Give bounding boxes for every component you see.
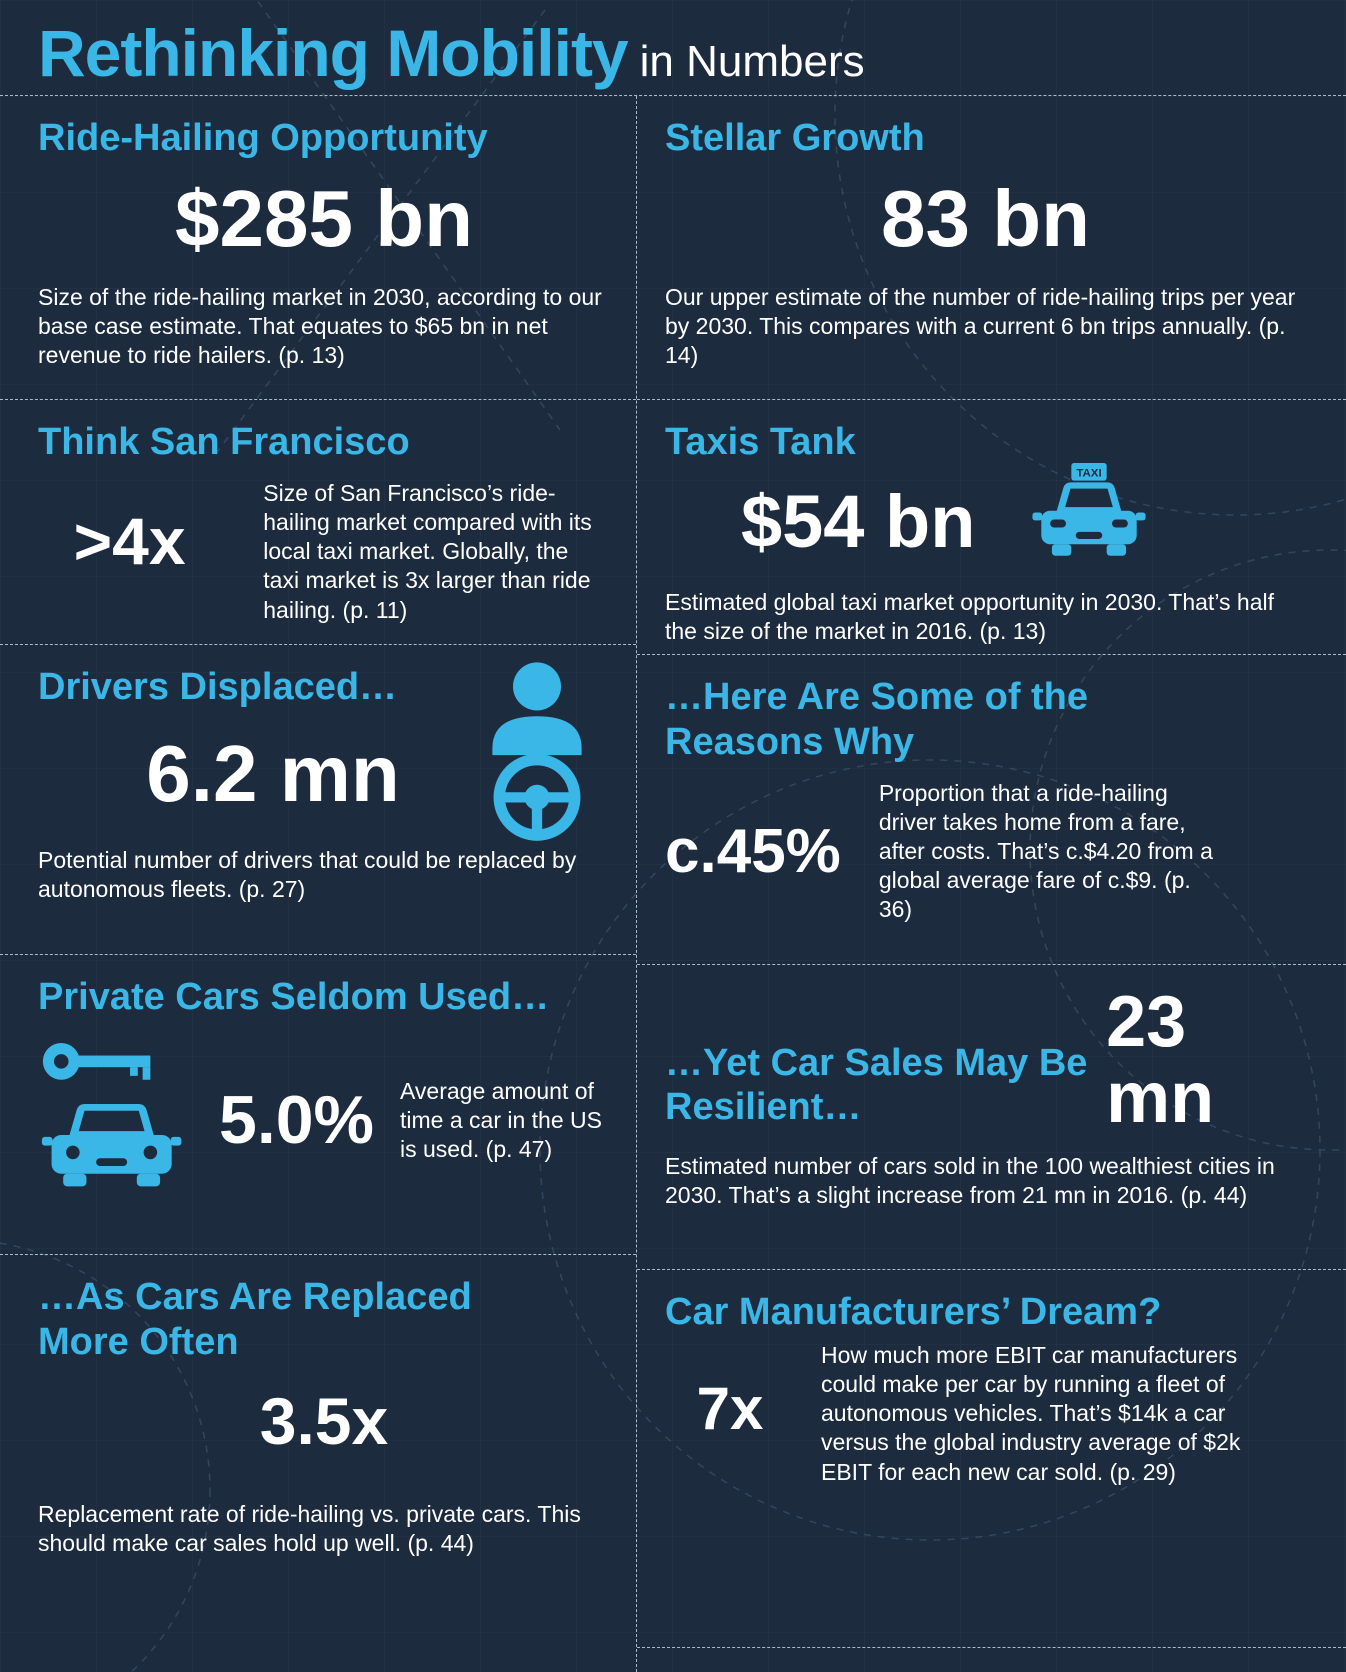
section-heading: Car Manufacturers’ Dream?: [665, 1291, 1162, 1333]
section-think-san-francisco: Think San Francisco >4x Size of San Fran…: [0, 400, 636, 645]
left-column: Ride-Hailing Opportunity $285 bn Size of…: [0, 96, 636, 1672]
section-taxis-tank: Taxis Tank $54 bn TAXI: [637, 400, 1346, 655]
section-heading: …As Cars Are Replaced More Often: [38, 1276, 472, 1363]
section-heading: …Yet Car Sales May Be Resilient…: [665, 1041, 1088, 1129]
stat-value: $285 bn: [175, 173, 473, 263]
stat-description: Estimated number of cars sold in the 100…: [665, 1153, 1275, 1209]
stat-row: 7x How much more EBIT car manufacturers …: [665, 1341, 1306, 1487]
car-key-icon: [38, 1036, 193, 1206]
stat-row: c.45% Proportion that a ride-hailing dri…: [665, 779, 1306, 925]
stat-description: Estimated global taxi market opportunity…: [665, 588, 1274, 645]
stat-description: Average amount of time a car in the US i…: [400, 1078, 602, 1163]
columns: Ride-Hailing Opportunity $285 bn Size of…: [0, 96, 1346, 1672]
page-title: Rethinking Mobility in Numbers: [38, 20, 1308, 98]
stat-row: >4x Size of San Francisco’s ride-hailing…: [38, 479, 610, 625]
right-column: Stellar Growth 83 bn Our upper estimate …: [636, 96, 1346, 1672]
section-ride-hailing-opportunity: Ride-Hailing Opportunity $285 bn Size of…: [0, 96, 636, 400]
section-heading: Drivers Displaced…: [38, 666, 398, 708]
title-accent: Rethinking Mobility: [38, 16, 629, 90]
stat-row: 5.0% Average amount of time a car in the…: [38, 1036, 610, 1206]
driver-icon: [492, 662, 582, 841]
stat-value: 3.5x: [259, 1383, 389, 1458]
taxi-sign-label: TAXI: [1077, 467, 1102, 479]
section-stellar-growth: Stellar Growth 83 bn Our upper estimate …: [637, 96, 1346, 400]
section-cars-replaced-more-often: …As Cars Are Replaced More Often 3.5x Re…: [0, 1255, 636, 1672]
title-subtitle: in Numbers: [639, 37, 865, 86]
section-car-manufacturers-dream: Car Manufacturers’ Dream? 7x How much mo…: [637, 1270, 1346, 1648]
stat-row: …Yet Car Sales May Be Resilient… 23 mn: [665, 984, 1306, 1135]
stat-value: 7x: [696, 1375, 764, 1443]
stat-value: >4x: [73, 503, 186, 578]
section-heading: Taxis Tank: [665, 421, 856, 463]
stat-value: $54 bn: [741, 480, 976, 564]
header: Rethinking Mobility in Numbers: [0, 0, 1346, 96]
section-heading: Think San Francisco: [38, 421, 410, 463]
section-car-sales-resilient: …Yet Car Sales May Be Resilient… 23 mn E…: [637, 965, 1346, 1270]
stat-value: 83 bn: [881, 173, 1090, 263]
section-private-cars-seldom-used: Private Cars Seldom Used…: [0, 955, 636, 1255]
stat-value: c.45%: [665, 817, 841, 887]
stat-value: 6.2 mn: [146, 728, 400, 818]
taxi-icon: TAXI: [1027, 462, 1151, 574]
stat-description: Replacement rate of ride-hailing vs. pri…: [38, 1500, 581, 1557]
stat-row: $54 bn TAXI: [665, 462, 1306, 574]
stat-value: 5.0%: [219, 1082, 374, 1159]
stat-description: Our upper estimate of the number of ride…: [665, 283, 1296, 369]
car-key-icon: [41, 1042, 182, 1187]
stat-description: How much more EBIT car manufacturers cou…: [821, 1341, 1241, 1485]
section-drivers-displaced: Drivers Displaced… 6.2 mn P: [0, 645, 636, 955]
stat-description: Size of San Francisco’s ride-hailing mar…: [263, 479, 592, 623]
taxi-icon: TAXI: [1032, 462, 1146, 556]
section-heading: Ride-Hailing Opportunity: [38, 117, 488, 159]
stat-description: Size of the ride-hailing market in 2030,…: [38, 283, 602, 369]
section-heading: …Here Are Some of the Reasons Why: [665, 676, 1089, 763]
stat-value: 23 mn: [1106, 982, 1215, 1138]
driver-icon: [474, 659, 600, 847]
stat-description: Potential number of drivers that could b…: [38, 846, 577, 903]
section-reasons-why: …Here Are Some of the Reasons Why c.45% …: [637, 655, 1346, 965]
section-heading: Stellar Growth: [665, 117, 925, 159]
section-heading: Private Cars Seldom Used…: [38, 976, 550, 1018]
stat-description: Proportion that a ride-hailing driver ta…: [878, 779, 1213, 923]
